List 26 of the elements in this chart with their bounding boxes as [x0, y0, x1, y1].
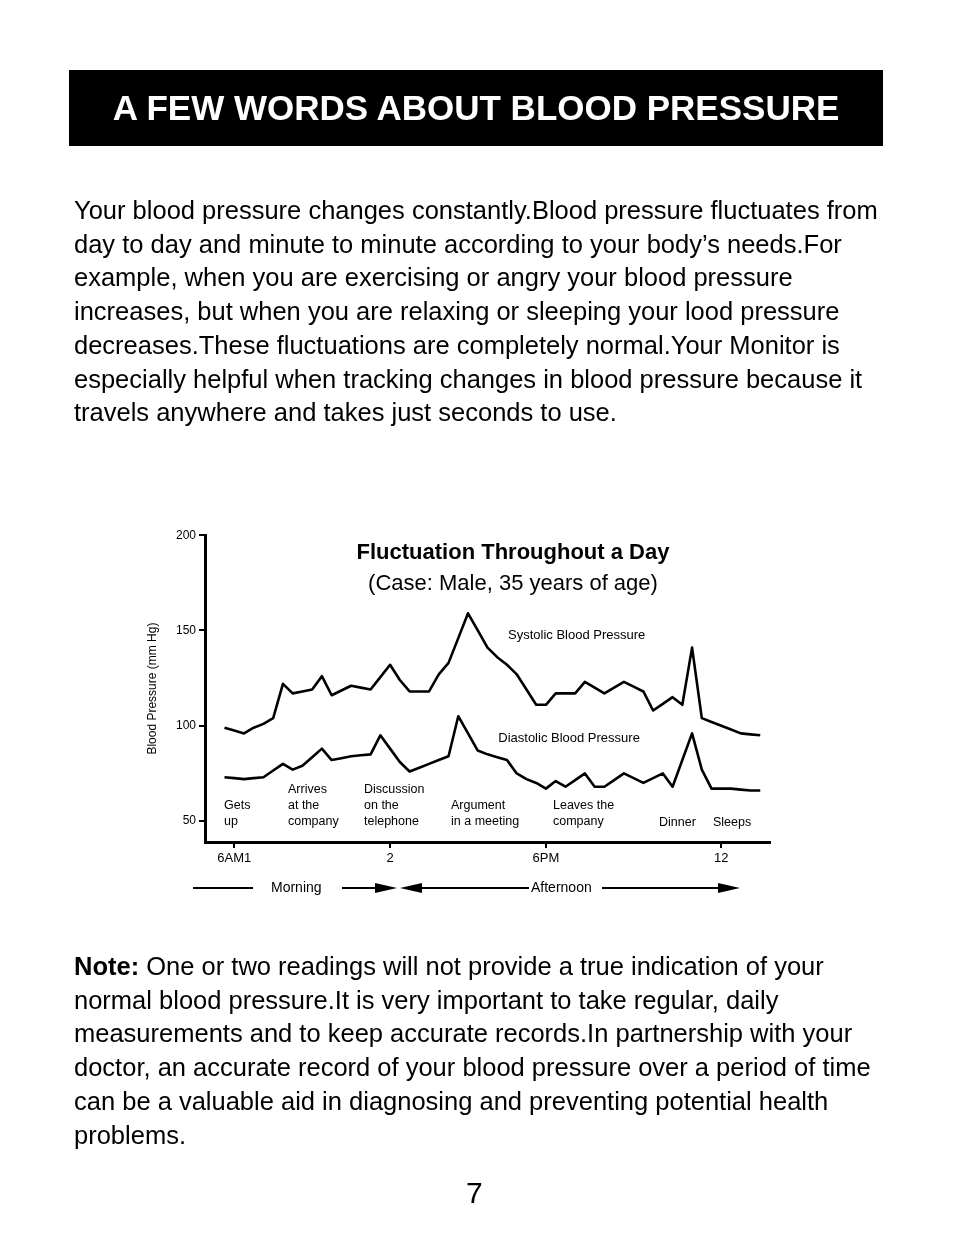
x-tick-label: 6PM [532, 850, 560, 866]
y-axis-title: Blood Pressure (mm Hg) [144, 622, 159, 755]
x-tick-label: 6AM1 [217, 850, 252, 866]
text: Morning [271, 879, 322, 895]
annotation: Sleeps [713, 815, 752, 829]
series-label: Systolic Blood Pressure [508, 627, 646, 643]
annotation: Dinner [659, 815, 696, 829]
annotation: Discussion on the telephone [364, 782, 425, 828]
text: Your blood pressure changes constantly.Blood pressure fluctuates from day to day and minute to minute according to your body’s needs.For example, when you are exercising or angry your blood pressure increases, but when you are relaxing or sleeping your lood pressure decreases.These fluctuations are completely normal.Your Monitor is especially helpful when tracking changes in blood pressure because it travels anywhere and takes just seconds to use. [74, 195, 879, 429]
text: (Case: Male, 35 years of age) [368, 570, 658, 595]
text: 7 [466, 1176, 483, 1210]
x-tick-label: 2 [386, 850, 394, 866]
annotation: Arrives at the company [288, 782, 340, 828]
y-tick-label: 50 [182, 813, 197, 828]
chart-title: Fluctuation Throughout a Day [356, 539, 671, 564]
x-tick-label: 12 [714, 850, 729, 866]
y-tick-label: 150 [175, 622, 197, 637]
text: Note: One or two readings will not provide a true indication of your normal blood pressure.It is very important to take regular, daily measurements and to keep accurate records.In partnership with your doctor, an accurate record of your blood pressure over a period of time can be a valuable aid in diagnosing and preventing potential health problems. [74, 951, 872, 1151]
annotation: Gets up [224, 798, 251, 828]
text: Afternoon [531, 879, 592, 895]
y-tick-label: 200 [175, 527, 197, 542]
series-label: Diastolic Blood Pressure [498, 730, 640, 746]
annotation: Leaves the company [553, 798, 615, 828]
y-tick-label: 100 [175, 718, 197, 733]
annotation: Argument in a meeting [451, 798, 520, 828]
text: A FEW WORDS ABOUT BLOOD PRESSURE [69, 70, 883, 146]
